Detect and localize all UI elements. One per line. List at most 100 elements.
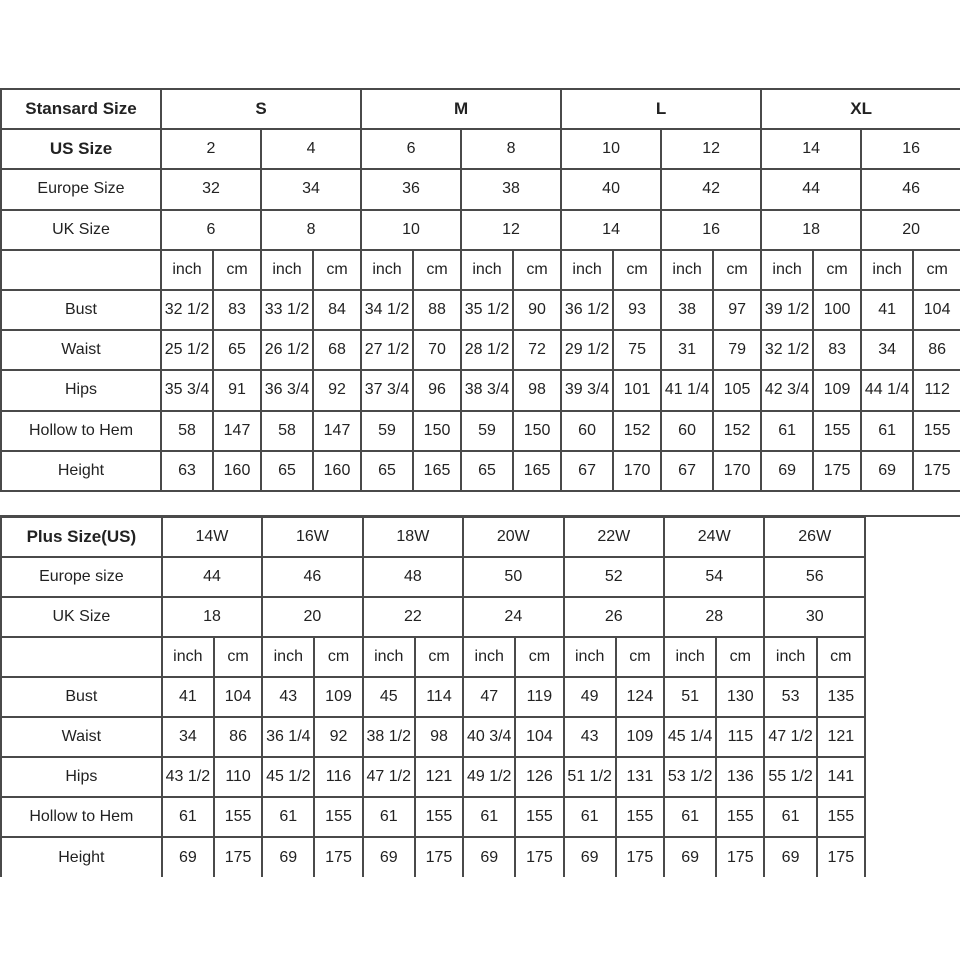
value-inch: 35 3/4 [160,369,214,412]
value-inch: 61 [160,796,215,838]
value-cm: 165 [412,449,463,492]
row-label: Europe Size [0,168,162,211]
value-cm: 155 [212,796,264,838]
unit-cm: cm [715,636,766,678]
value-cm: 90 [512,288,563,332]
value-inch: 31 [660,329,715,372]
measurement-row: Hips 35 3/4 91 36 3/4 92 37 3/4 96 38 3/4 98 39 3… [0,369,960,412]
value-cm: 147 [311,409,363,452]
size-group-l: L [560,87,763,131]
plus-size-cell: 20W [462,516,565,558]
value-cm: 170 [612,449,663,492]
value-cm: 150 [412,409,463,452]
size-cell: 46 [860,168,960,211]
value-inch: 69 [261,836,316,877]
value-inch: 69 [160,836,215,877]
divider [0,515,960,517]
unit-cm: cm [512,248,563,291]
value-cm: 91 [212,369,262,412]
value-cm: 72 [512,329,563,372]
value-inch: 67 [560,449,615,492]
unit-cm: cm [413,636,465,678]
value-cm: 79 [712,329,763,372]
measurement-label: Hollow to Hem [0,796,163,838]
value-inch: 38 [660,288,715,332]
value-cm: 109 [614,716,666,758]
measurement-label: Bust [0,676,163,718]
value-cm: 175 [715,836,766,877]
value-cm: 155 [514,796,565,838]
header-row: Plus Size(US) 14W 16W 18W 20W 22W 24W 26W [0,516,866,558]
size-cell: 36 [360,168,463,211]
value-inch: 29 1/2 [560,329,615,372]
value-inch: 47 [462,676,517,718]
value-cm: 155 [614,796,666,838]
size-cell: 10 [360,208,463,251]
value-cm: 105 [712,369,763,412]
unit-inch: inch [560,248,615,291]
unit-inch: inch [562,636,617,678]
us-size-cell: 12 [660,128,763,171]
value-inch: 61 [763,796,818,838]
value-inch: 35 1/2 [460,288,515,332]
value-cm: 116 [313,756,364,798]
value-cm: 109 [313,676,364,718]
value-inch: 25 1/2 [160,329,214,372]
measurement-row: Bust 41 104 43 109 45 114 47 119 49 124 51 130 53 135 [0,676,867,718]
row-label: UK Size [0,208,162,251]
us-size-cell: 2 [160,128,262,171]
value-inch: 65 [360,449,415,492]
size-cell: 8 [259,208,363,251]
unit-cm: cm [514,636,565,678]
value-inch: 69 [860,449,915,492]
us-size-cell: 4 [259,128,363,171]
empty-cell [0,248,162,291]
value-cm: 136 [715,756,766,798]
unit-inch: inch [662,636,718,678]
value-inch: 47 1/2 [361,756,416,798]
row-label: UK Size [0,596,163,638]
value-cm: 98 [413,716,465,758]
header-row: Stansard Size S M L XL [0,87,960,131]
value-cm: 88 [412,288,463,332]
value-inch: 28 1/2 [460,329,515,372]
value-cm: 68 [311,329,363,372]
unit-inch: inch [261,636,316,678]
standard-size-label: Stansard Size [0,87,162,131]
value-cm: 115 [715,716,766,758]
measurement-row: Hollow to Hem 58 147 58 147 59 150 59 150 60 152 60… [0,409,960,452]
value-inch: 63 [160,449,214,492]
value-inch: 39 3/4 [560,369,615,412]
size-cell: 18 [160,596,264,638]
value-cm: 97 [712,288,763,332]
value-cm: 155 [715,796,766,838]
value-inch: 49 1/2 [462,756,517,798]
value-inch: 60 [660,409,715,452]
size-cell: 16 [660,208,763,251]
row-label: Europe size [0,556,163,598]
size-cell: 56 [763,556,866,598]
value-cm: 83 [812,329,863,372]
size-cell: 22 [361,596,465,638]
value-inch: 61 [361,796,416,838]
value-inch: 36 1/2 [560,288,615,332]
value-cm: 155 [313,796,364,838]
value-inch: 53 [763,676,818,718]
value-inch: 69 [361,836,416,877]
value-inch: 41 1/4 [660,369,715,412]
unit-inch: inch [160,636,215,678]
value-inch: 58 [160,409,214,452]
value-cm: 86 [212,716,264,758]
value-cm: 175 [313,836,364,877]
value-inch: 32 1/2 [760,329,815,372]
value-inch: 43 [261,676,316,718]
value-inch: 65 [460,449,515,492]
value-inch: 34 1/2 [360,288,415,332]
us-size-cell: 16 [860,128,960,171]
us-size-cell: 8 [460,128,563,171]
unit-inch: inch [260,248,314,291]
unit-cm: cm [712,248,763,291]
units-row: inch cm inch cm inch cm inch cm inch cm inch cm inch… [0,248,960,291]
measurement-label: Waist [0,329,162,372]
value-inch: 43 1/2 [160,756,215,798]
